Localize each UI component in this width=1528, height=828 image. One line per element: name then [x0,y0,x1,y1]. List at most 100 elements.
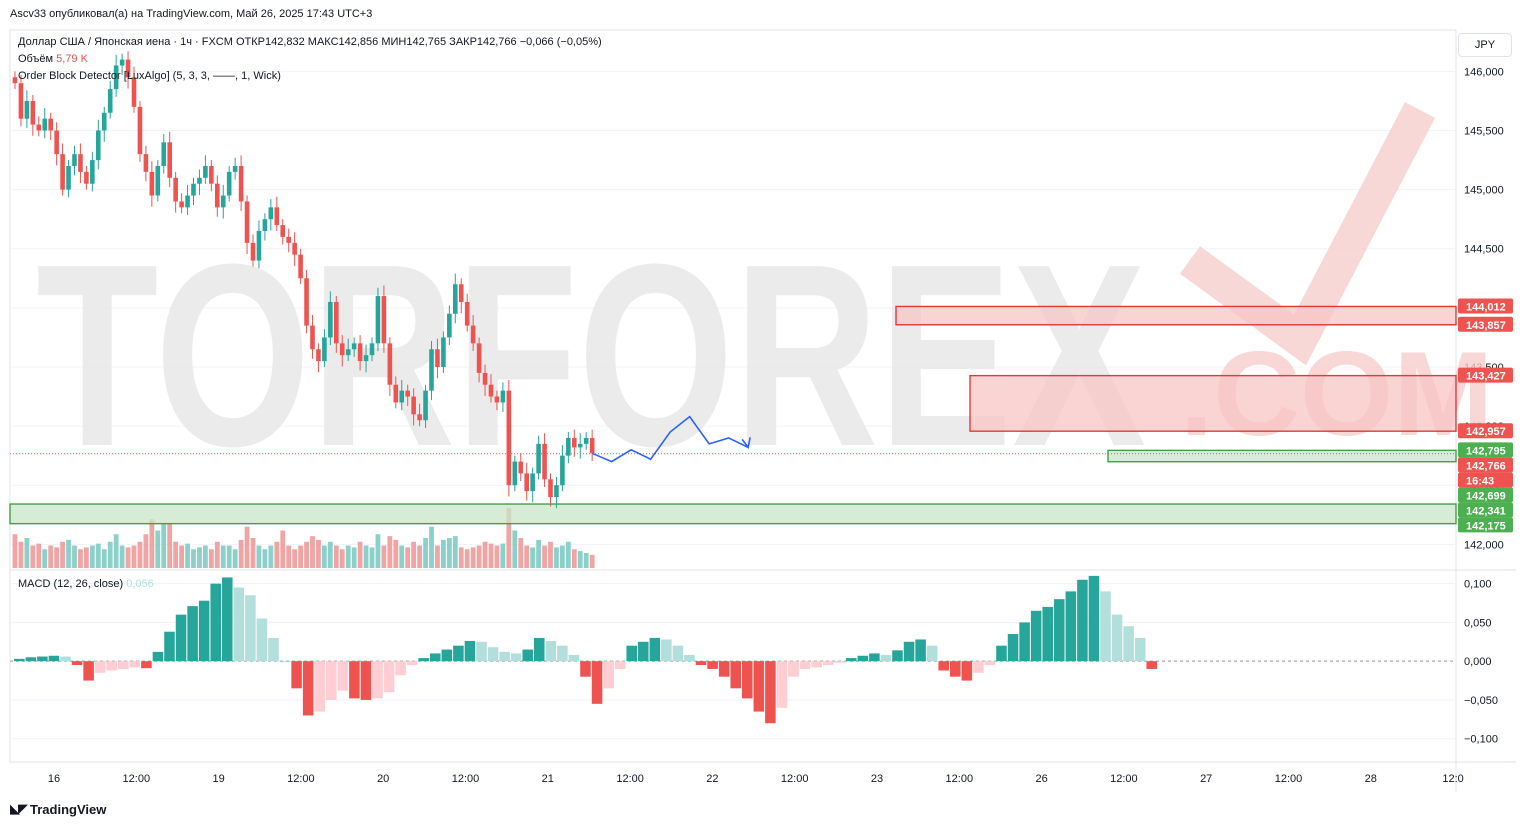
tradingview-logo[interactable]: ◣◤ TradingView [10,801,106,817]
macd-histogram-bar [198,600,210,662]
candle-body [292,242,297,255]
price-tick-label: 146,000 [1464,66,1504,78]
macd-histogram-bar [1134,637,1146,662]
candle-body [185,195,190,208]
macd-histogram-bar [915,639,926,662]
volume-bar [107,541,113,568]
candle-body [131,77,137,107]
symbol-legend[interactable]: Доллар США / Японская иена · 1ч · FXCM О… [18,36,602,48]
macd-histogram-bar [175,614,187,662]
macd-histogram-bar [1007,634,1019,662]
macd-histogram-bar [1065,591,1077,662]
macd-histogram-bar [372,661,383,699]
price-tick-label: 142,000 [1464,539,1504,551]
macd-label: MACD (12, 26, close) [18,578,124,590]
volume-bar [554,547,559,568]
volume-bar [482,541,488,568]
volume-bar [36,543,42,568]
candle-body [215,183,220,208]
macd-histogram-bar [776,661,788,708]
candle-body [566,437,571,456]
currency-button[interactable]: JPY [1458,33,1512,57]
macd-histogram-bar [822,661,834,666]
volume-bar [375,534,381,568]
volume-bar [488,543,494,568]
time-tick-label: 12:0 [1442,773,1463,785]
macd-legend[interactable]: MACD (12, 26, close) 0,056 [18,578,154,590]
price-tick-label: 145,500 [1464,126,1504,138]
time-tick-label: 12:00 [452,773,480,785]
indicator-legend[interactable]: Order Block Detector [LuxAlgo] (5, 3, 3,… [18,70,281,82]
candle-body [589,437,595,454]
time-tick-label: 28 [1365,773,1377,785]
volume-bar [78,549,83,568]
macd-histogram-bar [580,661,591,677]
volume-bar [464,549,470,568]
macd-tick-label: 0,100 [1464,579,1492,591]
price-label-tag [1458,517,1513,533]
volume-bar [387,536,393,568]
volume-bar [470,547,476,568]
candle-body [226,171,232,196]
macd-histogram-bar [672,645,684,662]
time-tick-label: 27 [1200,773,1212,785]
price-label-text: 144,012 [1466,301,1506,313]
macd-histogram-bar [464,641,476,662]
volume-bar [185,543,190,568]
macd-histogram-bar [568,654,580,662]
volume-bar [244,526,250,568]
candle-body [554,485,559,498]
candle-body [238,165,244,202]
volume-bar [399,545,405,568]
candle-body [464,301,470,326]
price-label-text: 142,957 [1466,426,1506,438]
candle-body [161,142,167,166]
candle-body [351,343,357,350]
macd-histogram-bar [1054,599,1065,662]
volume-bar [441,539,446,568]
volume-bar [191,549,196,568]
macd-histogram-bar [94,661,106,673]
candle-body [411,396,416,415]
volume-bar [524,545,530,568]
volume-bar [60,541,65,568]
price-label-tag [1458,442,1513,458]
volume-legend[interactable]: Объём 5,79 K [18,53,88,65]
volume-bar [42,549,48,568]
macd-tick-label: 0,000 [1464,656,1492,668]
candle-body [500,390,506,403]
candle-body [125,59,131,78]
macd-histogram-bar [499,651,510,662]
macd-histogram-bar [279,661,291,663]
watermark-arrow [1180,102,1436,366]
tradingview-logo-icon: ◣◤ [10,801,28,816]
candle-body [512,461,518,486]
candle-body [518,461,524,474]
candle-body [304,278,309,326]
volume-bar [393,539,399,568]
macd-histogram-bar [25,657,37,662]
candle-body [310,325,315,350]
candle-body [197,177,202,184]
macd-histogram-bar [1146,661,1157,669]
macd-histogram-bar [106,661,117,671]
candle-body [149,171,155,196]
candle-body [560,455,565,486]
macd-histogram-bar [534,637,545,662]
candle-body [577,443,583,448]
volume-bar [119,545,125,568]
candle-body [399,390,405,403]
candle-body [524,473,529,492]
time-tick-label: 26 [1035,773,1047,785]
macd-histogram-bar [834,661,845,663]
macd-histogram-bar [406,661,418,666]
volume-bar [298,545,303,568]
macd-histogram-bar [730,661,741,689]
macd-histogram-bar [326,661,337,700]
tradingview-logo-text: TradingView [30,801,107,817]
macd-histogram-bar [1077,579,1088,662]
price-label-text: 16:43 [1466,475,1494,487]
macd-histogram-bar [684,654,695,662]
volume-value: 5,79 K [56,53,88,65]
